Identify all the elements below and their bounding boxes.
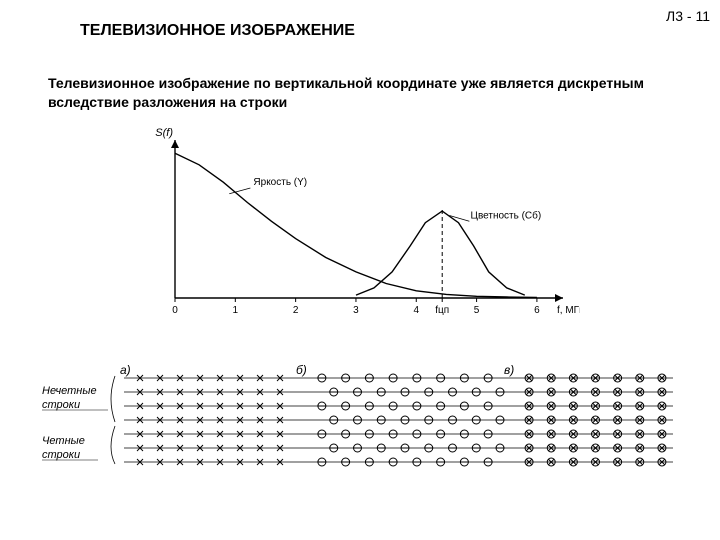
- svg-text:6: 6: [534, 305, 540, 316]
- svg-text:f, МГц: f, МГц: [557, 305, 580, 316]
- svg-text:3: 3: [353, 305, 359, 316]
- svg-text:Нечетные: Нечетные: [42, 385, 97, 397]
- svg-text:строки: строки: [42, 449, 80, 461]
- svg-text:5: 5: [474, 305, 480, 316]
- svg-text:Четные: Четные: [42, 435, 85, 447]
- svg-text:S(f): S(f): [155, 128, 173, 139]
- svg-text:в): в): [504, 363, 514, 377]
- svg-text:a): a): [120, 363, 131, 377]
- svg-text:Цветность (Cб): Цветность (Cб): [471, 209, 542, 221]
- svg-text:1: 1: [233, 305, 239, 316]
- svg-text:2: 2: [293, 305, 299, 316]
- svg-text:0: 0: [172, 305, 178, 316]
- page-subtitle: Телевизионное изображение по вертикально…: [48, 74, 660, 112]
- svg-text:строки: строки: [42, 399, 80, 411]
- page-title: ТЕЛЕВИЗИОННОЕ ИЗОБРАЖЕНИЕ: [80, 22, 355, 40]
- svg-text:fцп: fцп: [435, 305, 449, 316]
- svg-text:б): б): [296, 363, 307, 377]
- page-number: Л3 - 11: [666, 8, 710, 24]
- scanline-diagram: a) б) в) Нечетные строки Четные строки: [40, 360, 680, 520]
- svg-text:Яркость (Y): Яркость (Y): [253, 177, 307, 188]
- spectrum-chart: 0 1 2 3 4 fцп 5 6 f, МГц S(f) Яркость (Y) Цветность…: [130, 128, 580, 328]
- svg-text:4: 4: [413, 305, 419, 316]
